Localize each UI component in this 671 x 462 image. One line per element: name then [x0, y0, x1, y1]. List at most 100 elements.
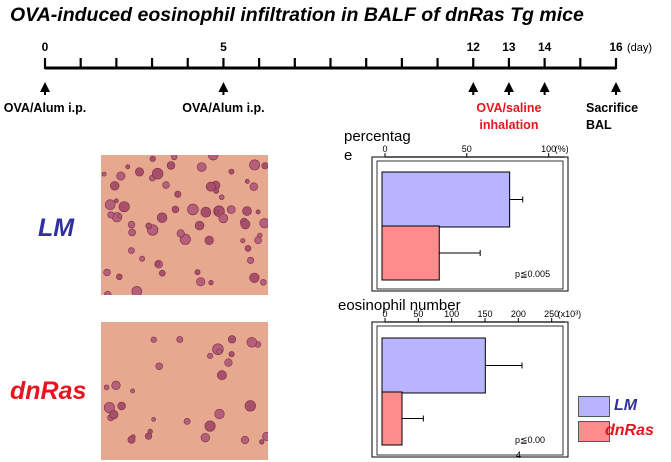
cell-dot	[151, 417, 156, 422]
cell-dot	[205, 181, 216, 192]
cell-dot	[249, 182, 259, 191]
event-label: OVA/Alum i.p.	[182, 101, 264, 115]
cell-dot	[101, 171, 107, 177]
cell-dot	[259, 439, 265, 445]
legend-lm-swatch	[578, 396, 610, 417]
cell-dot	[213, 187, 220, 194]
cell-dot	[246, 337, 258, 348]
p-value-annotation: p≦0.00	[515, 435, 545, 445]
cell-dot	[109, 181, 120, 191]
cell-dot	[244, 400, 256, 412]
dnras-micrograph	[101, 322, 268, 460]
timeline-day-label: 16	[609, 40, 623, 54]
p-value-annotation-cont: 4	[516, 450, 521, 460]
chart-unit-label: (x10³)	[558, 309, 582, 319]
event-arrow-icon	[218, 82, 229, 92]
cell-dot	[131, 286, 143, 295]
event-arrow-icon	[468, 82, 479, 92]
cell-dot	[149, 155, 156, 162]
cell-dot	[204, 420, 216, 432]
eosinophil-chart-title: eosinophil number	[338, 297, 461, 314]
cell-dot	[240, 238, 246, 244]
cell-dot	[107, 211, 115, 219]
cell-dot	[204, 235, 214, 245]
cell-dot	[176, 336, 184, 343]
cell-dot	[116, 171, 126, 181]
chart-tick-label: 100	[541, 144, 556, 154]
cell-dot	[216, 348, 223, 355]
cell-dot	[240, 435, 250, 445]
figure-title: OVA-induced eosinophil infiltration in B…	[10, 4, 584, 26]
cell-dot	[151, 168, 164, 180]
event-label: OVA/saline	[476, 101, 541, 115]
cell-dot	[174, 190, 182, 198]
cell-dot	[214, 209, 219, 215]
chart-tick-label: 200	[511, 309, 526, 319]
cell-dot	[261, 162, 268, 170]
cell-dot	[117, 213, 123, 219]
cell-dot	[103, 402, 115, 414]
bar-lm	[381, 171, 511, 228]
cell-dot	[259, 218, 268, 229]
chart-inner-frame	[376, 160, 564, 290]
cell-dot	[228, 168, 235, 175]
cell-dot	[103, 384, 110, 391]
cell-dot	[118, 201, 130, 213]
cell-dot	[111, 380, 121, 391]
cell-dot	[255, 209, 261, 215]
timeline-unit-label: (day)	[627, 42, 652, 54]
bar-dnras	[381, 225, 440, 281]
cell-dot	[260, 279, 267, 286]
timeline-day-label: 12	[467, 40, 481, 54]
cell-dot	[183, 418, 191, 425]
cell-dot	[214, 408, 225, 420]
cell-dot	[103, 268, 111, 277]
timeline-day-label: 0	[42, 40, 49, 54]
chart-tick-label: 50	[462, 144, 472, 154]
cell-dot	[155, 261, 161, 267]
cell-dot	[242, 206, 252, 216]
cell-dot	[116, 273, 123, 281]
event-label: BAL	[586, 118, 612, 132]
cell-dot	[162, 181, 170, 189]
cell-dot	[144, 432, 153, 440]
timeline-day-label: 14	[538, 40, 552, 54]
cell-dot	[166, 161, 176, 170]
cell-dot	[139, 255, 145, 262]
percentage-chart-title-line1: percentag	[344, 128, 411, 145]
cell-dot	[244, 178, 250, 184]
chart-tick-label: 100	[444, 309, 459, 319]
cell-dot	[130, 388, 135, 394]
cell-dot	[125, 164, 131, 170]
cell-dot	[127, 220, 136, 229]
cell-dot	[128, 247, 135, 254]
bar-dnras	[381, 391, 403, 446]
dnras-group-label: dnRas	[10, 377, 87, 405]
cell-dot	[254, 236, 262, 244]
bar-lm	[381, 337, 486, 394]
p-value-annotation: p≦0.005	[515, 269, 550, 279]
legend-dnras-swatch	[578, 421, 610, 442]
chart-inner-frame	[376, 325, 564, 456]
lm-micrograph	[101, 155, 268, 295]
event-label: Sacrifice	[586, 101, 638, 115]
cell-dot	[104, 291, 112, 295]
cell-dot	[218, 194, 225, 200]
event-arrow-icon	[503, 82, 514, 92]
cell-dot	[176, 229, 185, 238]
cell-dot	[218, 213, 229, 224]
cell-dot	[208, 279, 214, 286]
lm-group-label: LM	[38, 214, 75, 242]
cell-dot	[127, 435, 136, 444]
cell-dot	[208, 155, 219, 161]
cell-dot	[240, 219, 251, 230]
event-label: OVA/Alum i.p.	[4, 101, 86, 115]
cell-dot	[196, 162, 207, 172]
cell-dot	[134, 167, 144, 177]
cell-dot	[224, 358, 233, 367]
event-label: inhalation	[479, 118, 538, 132]
cell-dot	[187, 203, 199, 216]
timeline: 0 5 12 13 14 16 (day) OVA/Alum i.p. OVA/Alum i.p…	[4, 40, 652, 132]
cell-dot	[158, 269, 166, 277]
